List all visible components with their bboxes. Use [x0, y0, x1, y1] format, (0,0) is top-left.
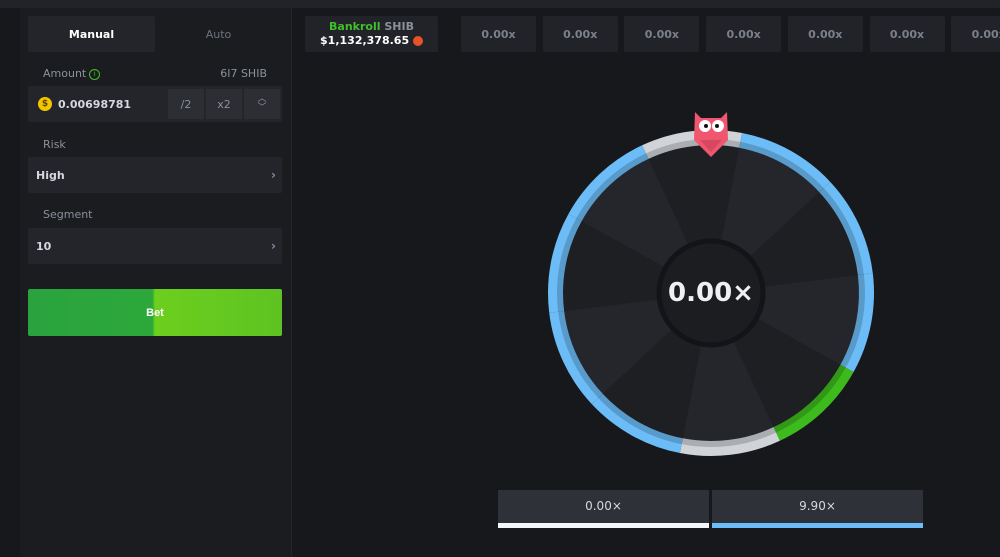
wheel-ring-segment-blue — [549, 311, 603, 405]
amount-label-text: Amount — [43, 67, 87, 80]
owl-pointer-icon — [694, 112, 728, 157]
bet-controls-panel: Manual Auto Amount i 6I7 SHIB $ 0.0069878… — [20, 8, 292, 557]
wheel-center-value: 0.00× — [668, 278, 754, 308]
history-item: 0.00x — [542, 16, 618, 52]
coin-icon: $ — [38, 97, 52, 111]
segment-value: 10 — [36, 239, 52, 253]
info-icon[interactable]: i — [89, 68, 101, 80]
wheel-ring-shade — [739, 141, 824, 193]
history-item: 0.00x — [787, 16, 863, 52]
amount-value[interactable]: 0.00698781 — [58, 97, 132, 111]
tab-auto[interactable]: Auto — [205, 27, 232, 41]
wheel-ring-shade — [773, 364, 846, 433]
bankroll-currency: SHIB — [384, 20, 414, 33]
stepper-chevrons-icon[interactable]: ︿ ﹀ — [244, 89, 280, 119]
wheel-ring-shade — [557, 218, 582, 312]
legend-item: 0.00× — [498, 490, 709, 528]
wheel-hub — [656, 238, 766, 348]
legend-color-bar — [712, 523, 923, 528]
wheel-ring-shade — [681, 427, 777, 447]
risk-select[interactable]: High › — [28, 157, 282, 193]
wheel-ring-segment-gray — [679, 427, 780, 456]
bankroll-value: $1,132,378.65 — [320, 34, 410, 47]
wheel-ring-shade — [840, 274, 865, 368]
segment-label: Segment — [43, 208, 93, 221]
legend-color-bar — [498, 523, 709, 528]
double-button[interactable]: x2 — [206, 89, 242, 119]
legend-label: 9.90× — [799, 499, 836, 513]
wheel-ring-shade — [819, 187, 864, 275]
mode-tabs: Manual Auto — [28, 16, 282, 52]
chevron-right-icon: › — [271, 168, 276, 182]
history-item: 0.00x — [869, 16, 945, 52]
risk-value: High — [36, 168, 65, 182]
bankroll-box: Bankroll SHIB $1,132,378.65 — [305, 16, 438, 52]
history-item: 0.00x — [951, 16, 1000, 52]
wheel-ring-segment-blue — [548, 213, 582, 313]
history-item: 0.00x — [624, 16, 700, 52]
wheel-ring-shade — [576, 153, 649, 222]
wheel-ring-segment-blue — [819, 181, 873, 275]
wheel-ring-segment-blue — [568, 145, 649, 222]
wheel-ring-segment-blue — [739, 132, 831, 193]
amount-max: 6I7 SHIB — [220, 67, 267, 80]
wheel-ring-shade — [558, 311, 603, 399]
segment-select[interactable]: 10 › — [28, 228, 282, 264]
chevron-right-icon: › — [271, 239, 276, 253]
top-strip — [0, 0, 1000, 8]
legend-label: 0.00× — [585, 499, 622, 513]
amount-label: Amount i — [43, 67, 101, 80]
bet-button[interactable]: Bet — [28, 289, 282, 336]
wheel-ring-segment-blue — [591, 393, 683, 454]
amount-input[interactable]: $ 0.00698781 /2 x2 ︿ ﹀ — [28, 86, 282, 122]
half-button[interactable]: /2 — [168, 89, 204, 119]
legend-item: 9.90× — [712, 490, 923, 528]
risk-label: Risk — [43, 138, 66, 151]
history-item: 0.00x — [706, 16, 782, 52]
wheel-ring-segment-blue — [840, 273, 874, 373]
bankroll-label: Bankroll — [329, 20, 381, 33]
shib-icon — [412, 36, 423, 46]
history-item: 0.00x — [461, 16, 536, 52]
wheel-ring-segment-green — [773, 364, 854, 441]
tab-manual[interactable]: Manual — [28, 16, 155, 52]
wheel-ring-shade — [598, 393, 683, 445]
